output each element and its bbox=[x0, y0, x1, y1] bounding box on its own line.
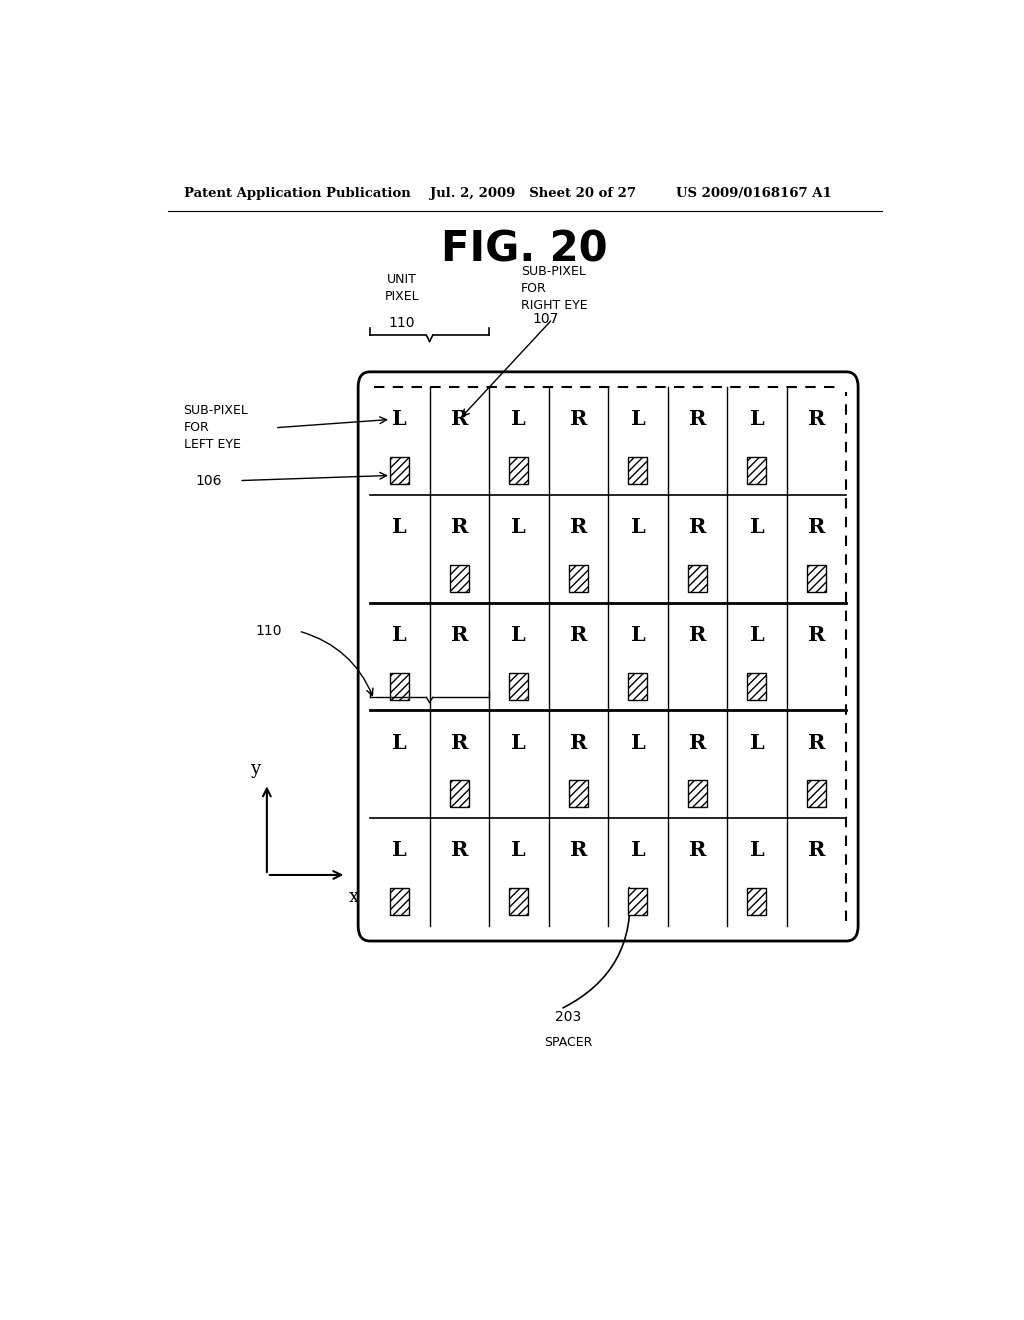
Bar bbox=[748, 888, 766, 915]
Text: Jul. 2, 2009   Sheet 20 of 27: Jul. 2, 2009 Sheet 20 of 27 bbox=[430, 187, 636, 201]
Text: L: L bbox=[392, 841, 408, 861]
FancyBboxPatch shape bbox=[358, 372, 858, 941]
Text: L: L bbox=[750, 733, 764, 752]
Text: 107: 107 bbox=[532, 312, 559, 326]
Text: L: L bbox=[631, 517, 645, 537]
Bar bbox=[807, 565, 826, 591]
Text: L: L bbox=[750, 517, 764, 537]
Text: FIG. 20: FIG. 20 bbox=[441, 228, 608, 271]
Text: R: R bbox=[451, 841, 468, 861]
Text: L: L bbox=[511, 409, 526, 429]
Bar bbox=[748, 457, 766, 484]
Text: L: L bbox=[511, 733, 526, 752]
Text: R: R bbox=[689, 841, 707, 861]
Bar bbox=[807, 780, 826, 808]
Bar bbox=[509, 457, 528, 484]
Text: R: R bbox=[569, 624, 587, 645]
Bar bbox=[450, 565, 469, 591]
Bar bbox=[748, 673, 766, 700]
Bar bbox=[569, 780, 588, 808]
Text: R: R bbox=[451, 733, 468, 752]
Text: R: R bbox=[689, 733, 707, 752]
Text: R: R bbox=[451, 409, 468, 429]
Bar bbox=[509, 673, 528, 700]
Bar bbox=[509, 888, 528, 915]
Text: SUB-PIXEL
FOR
RIGHT EYE: SUB-PIXEL FOR RIGHT EYE bbox=[521, 265, 588, 312]
Text: x: x bbox=[348, 888, 358, 907]
Text: R: R bbox=[569, 517, 587, 537]
Text: L: L bbox=[392, 517, 408, 537]
Text: y: y bbox=[250, 760, 260, 779]
Text: L: L bbox=[631, 841, 645, 861]
Bar bbox=[390, 673, 410, 700]
Text: US 2009/0168167 A1: US 2009/0168167 A1 bbox=[676, 187, 831, 201]
Text: R: R bbox=[808, 624, 825, 645]
Text: R: R bbox=[808, 733, 825, 752]
Text: L: L bbox=[511, 841, 526, 861]
Text: R: R bbox=[689, 409, 707, 429]
Text: R: R bbox=[451, 624, 468, 645]
Text: L: L bbox=[750, 841, 764, 861]
Bar bbox=[629, 888, 647, 915]
Bar bbox=[688, 565, 707, 591]
Text: L: L bbox=[392, 624, 408, 645]
Bar bbox=[688, 780, 707, 808]
Bar bbox=[390, 888, 410, 915]
Text: L: L bbox=[631, 409, 645, 429]
Text: R: R bbox=[569, 733, 587, 752]
Text: SPACER: SPACER bbox=[545, 1036, 593, 1049]
Text: R: R bbox=[569, 841, 587, 861]
Text: R: R bbox=[689, 624, 707, 645]
Text: L: L bbox=[511, 624, 526, 645]
Text: L: L bbox=[750, 624, 764, 645]
Text: Patent Application Publication: Patent Application Publication bbox=[183, 187, 411, 201]
Text: 110: 110 bbox=[388, 315, 415, 330]
Text: R: R bbox=[569, 409, 587, 429]
Text: L: L bbox=[631, 624, 645, 645]
Bar bbox=[390, 457, 410, 484]
Bar bbox=[629, 457, 647, 484]
Text: L: L bbox=[631, 733, 645, 752]
Text: SUB-PIXEL
FOR
LEFT EYE: SUB-PIXEL FOR LEFT EYE bbox=[183, 404, 249, 451]
Text: 203: 203 bbox=[555, 1010, 582, 1024]
Bar bbox=[450, 780, 469, 808]
Text: L: L bbox=[392, 409, 408, 429]
Text: 110: 110 bbox=[255, 624, 282, 638]
Text: R: R bbox=[808, 517, 825, 537]
Text: L: L bbox=[511, 517, 526, 537]
Text: 106: 106 bbox=[196, 474, 222, 487]
Bar bbox=[569, 565, 588, 591]
Text: UNIT
PIXEL: UNIT PIXEL bbox=[384, 273, 419, 304]
Text: R: R bbox=[451, 517, 468, 537]
Text: L: L bbox=[750, 409, 764, 429]
Text: R: R bbox=[808, 841, 825, 861]
Text: R: R bbox=[689, 517, 707, 537]
Text: L: L bbox=[392, 733, 408, 752]
Text: R: R bbox=[808, 409, 825, 429]
Bar bbox=[629, 673, 647, 700]
